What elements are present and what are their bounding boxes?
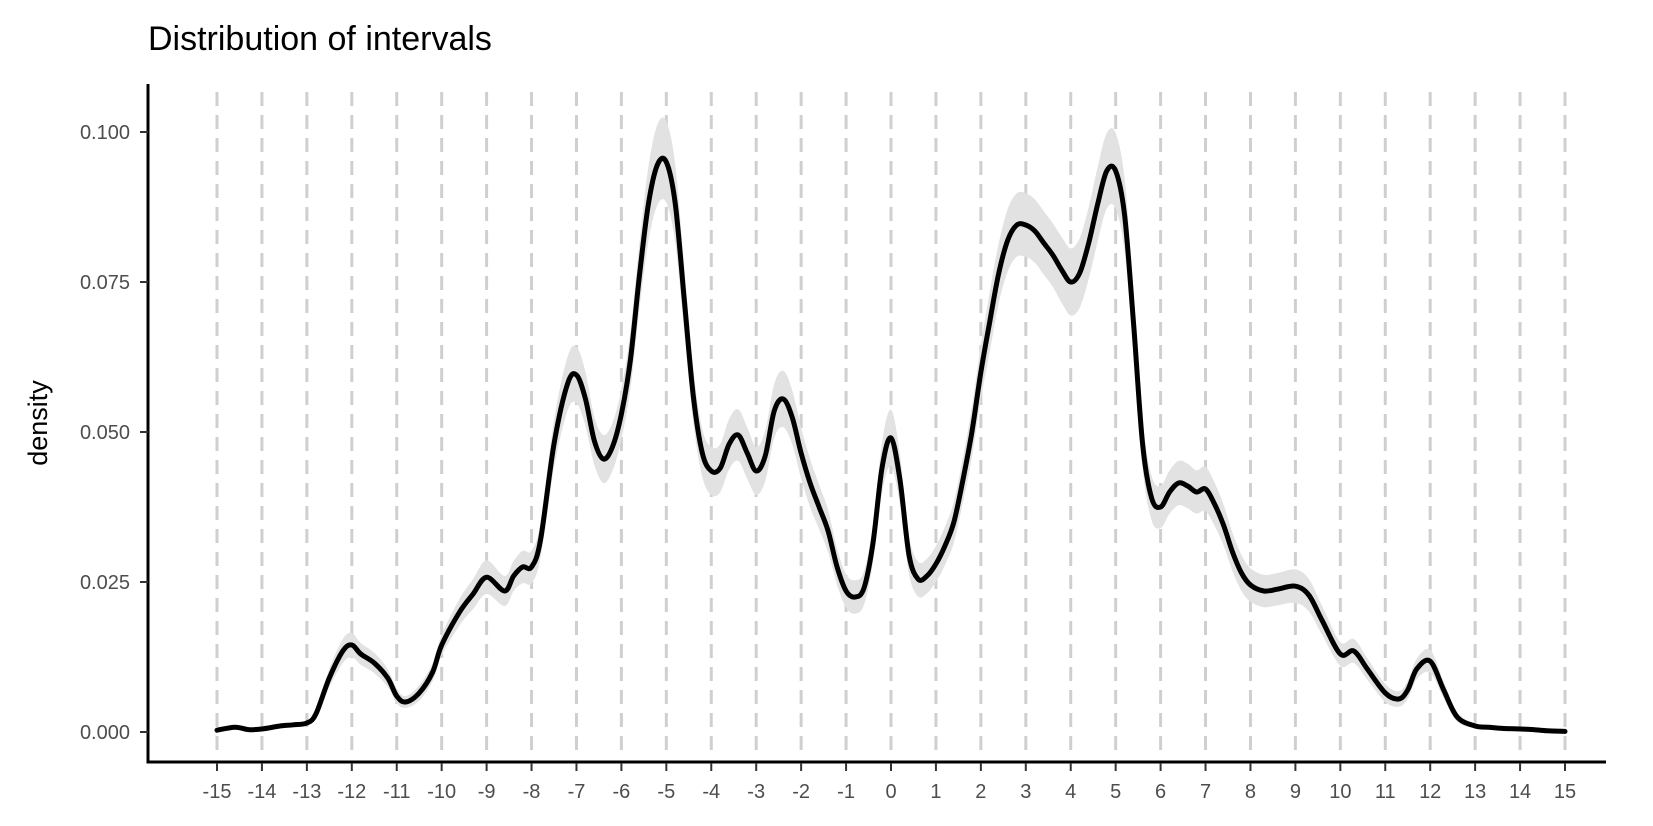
density-line-layer: [214, 155, 1568, 734]
x-tick-label: -11: [383, 781, 410, 803]
x-axis-ticks: -15 -14 -13 -12 -11 -10 -9 -8 -7 -6 -5 -4 -3 -2 -1 0 1 2 3…: [203, 763, 1576, 803]
y-tick-label: 0.050: [80, 422, 130, 444]
x-tick-label: 3: [1020, 781, 1031, 803]
x-tick-label: 14: [1509, 781, 1531, 803]
x-tick-label: -10: [427, 781, 456, 803]
x-tick-label: 4: [1065, 781, 1076, 803]
x-tick-label: 7: [1200, 781, 1211, 803]
density-line: [214, 155, 1568, 734]
x-tick-label: 5: [1110, 781, 1121, 803]
y-axis-label: density: [23, 380, 53, 466]
x-tick-label: -5: [657, 781, 675, 803]
x-tick-label: -3: [747, 781, 765, 803]
x-tick-label: -14: [247, 781, 276, 803]
x-tick-label: -9: [478, 781, 496, 803]
x-tick-label: 0: [885, 781, 896, 803]
x-tick-label: 8: [1245, 781, 1256, 803]
x-tick-label: 11: [1375, 781, 1396, 803]
x-tick-label: 2: [975, 781, 986, 803]
x-tick-label: -6: [613, 781, 631, 803]
confidence-band-layer: [217, 117, 1565, 733]
chart-title: Distribution of intervals: [148, 20, 492, 58]
x-tick-label: -2: [792, 781, 810, 803]
x-tick-label: -4: [702, 781, 720, 803]
y-tick-label: 0.025: [80, 572, 130, 594]
confidence-band: [217, 117, 1565, 733]
y-tick-label: 0.100: [80, 122, 130, 144]
y-axis-ticks: 0.000 0.025 0.050 0.075 0.100: [80, 122, 148, 744]
x-tick-label: -13: [292, 781, 321, 803]
x-tick-label: 15: [1554, 781, 1576, 803]
y-tick-label: 0.000: [80, 722, 130, 744]
y-tick-label: 0.075: [80, 272, 130, 294]
x-tick-label: 10: [1329, 781, 1351, 803]
axes: [146, 84, 1606, 764]
x-tick-label: 6: [1155, 781, 1166, 803]
x-tick-label: -7: [568, 781, 586, 803]
x-tick-label: 1: [930, 781, 941, 803]
x-tick-label: -12: [337, 781, 366, 803]
x-tick-label: 13: [1464, 781, 1486, 803]
x-tick-label: -15: [203, 781, 232, 803]
x-tick-label: -8: [523, 781, 541, 803]
x-tick-label: -1: [837, 781, 855, 803]
x-tick-label: 9: [1290, 781, 1301, 803]
x-tick-label: 12: [1419, 781, 1441, 803]
